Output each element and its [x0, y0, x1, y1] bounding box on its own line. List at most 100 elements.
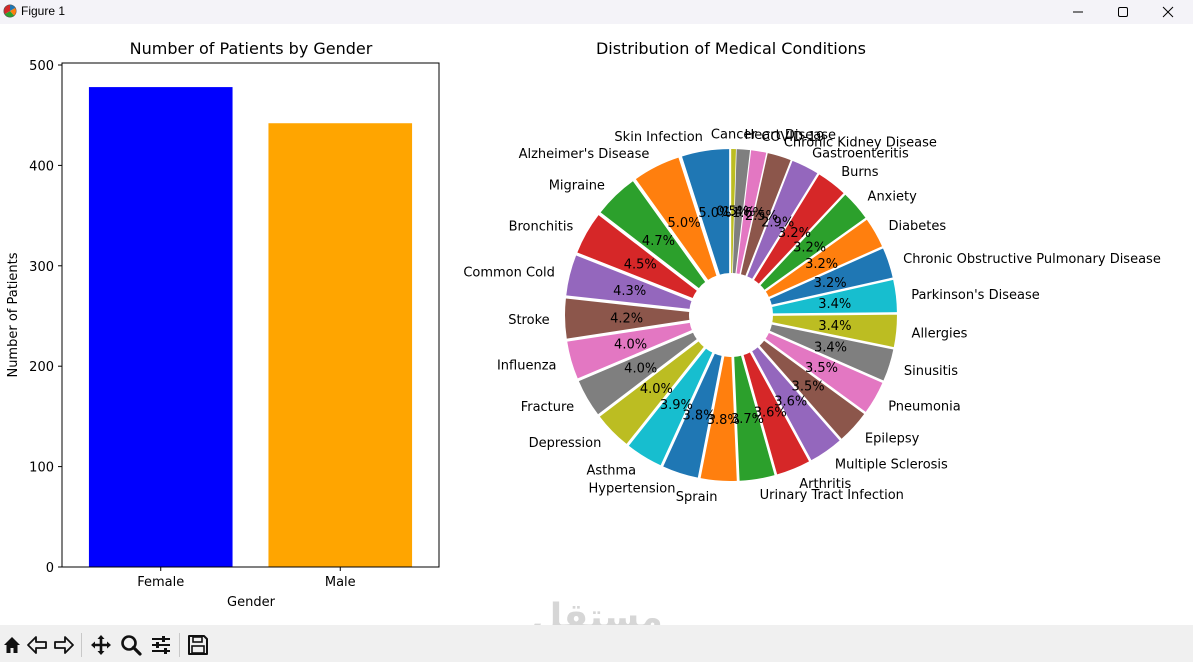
- pie-slice-label: Chronic Kidney Disease: [784, 135, 937, 150]
- pie-pct-label: 5.0%: [668, 216, 701, 231]
- pie-pct-label: 0.5%: [716, 205, 749, 220]
- pie-pct-label: 1.4%: [722, 205, 755, 220]
- pie-pct-label: 4.7%: [642, 234, 675, 249]
- pie-wedge: [740, 153, 791, 276]
- pie-slice-label: Skin Infection: [614, 130, 702, 145]
- forward-button[interactable]: [52, 633, 76, 657]
- pie-slice-label: Fracture: [521, 400, 574, 415]
- pie-pct-label: 2.5%: [745, 209, 778, 224]
- pie-pct-label: 3.8%: [683, 408, 716, 423]
- toolbar-separator: [179, 633, 180, 657]
- pie-pct-label: 3.6%: [774, 395, 807, 410]
- bar-chart-title: Number of Patients by Gender: [130, 39, 373, 58]
- y-tick-label: 400: [29, 159, 54, 174]
- pie-wedge: [752, 347, 840, 461]
- pie-wedge: [599, 341, 704, 444]
- pie-slice-label: Common Cold: [463, 265, 555, 280]
- pie-pct-label: 3.8%: [707, 413, 740, 428]
- window-title: Figure 1: [21, 4, 66, 18]
- pie-slice-label: Pneumonia: [888, 400, 961, 415]
- figure-canvas[interactable]: Number of Patients by Gender 0 100 200 300 4…: [0, 24, 1193, 658]
- pie-pct-label: 3.5%: [792, 379, 825, 394]
- pie-pct-label: 3.5%: [805, 361, 838, 376]
- pie-wedge: [635, 157, 717, 280]
- pie-slice-label: Anxiety: [868, 190, 918, 205]
- bar-chart: Number of Patients by Gender 0 100 200 300 4…: [6, 39, 440, 610]
- pie-pct-label: 3.6%: [754, 406, 787, 421]
- pie-pct-label: 4.2%: [610, 311, 643, 326]
- pie-chart: Distribution of Medical Conditions 5.0%5…: [463, 39, 1161, 505]
- y-tick-label: 0: [46, 561, 54, 576]
- pie-slice-label: Multiple Sclerosis: [835, 458, 948, 473]
- pie-slice-label: Burns: [841, 165, 879, 180]
- pie-pct-label: 4.0%: [640, 382, 673, 397]
- close-icon: [1162, 6, 1174, 18]
- pie-chart-title: Distribution of Medical Conditions: [596, 39, 866, 58]
- pie-pct-label: 5.0%: [698, 206, 731, 221]
- bar-axes-frame: [61, 62, 440, 568]
- pie-wedge: [663, 353, 722, 478]
- home-button[interactable]: [0, 633, 24, 657]
- pie-wedge: [628, 348, 713, 466]
- pie-wedge: [747, 160, 818, 279]
- pie-slice-label: Sinusitis: [904, 364, 958, 379]
- pie-pct-label: 3.2%: [793, 240, 826, 255]
- pie-wedge: [566, 255, 692, 309]
- pie-slice-label: Sprain: [676, 490, 718, 505]
- pie-pct-label: 3.2%: [814, 276, 847, 291]
- pie-slice-label: Stroke: [508, 313, 549, 328]
- y-tick-label: 100: [29, 461, 54, 476]
- pie-slice-label: Epilepsy: [865, 431, 920, 446]
- pie-pct-label: 3.7%: [731, 412, 764, 427]
- pie-slice-label: Diabetes: [888, 219, 946, 234]
- pan-button[interactable]: [89, 633, 113, 657]
- back-button[interactable]: [25, 633, 49, 657]
- pie-pct-label: 4.0%: [614, 338, 647, 353]
- maximize-icon: [1118, 7, 1128, 17]
- x-tick-label: Female: [137, 575, 184, 590]
- pie-wedge: [772, 314, 897, 348]
- minimize-button[interactable]: [1055, 0, 1101, 24]
- pie-wedge: [759, 340, 865, 439]
- pie-slice-label: Chronic Obstructive Pulmonary Disease: [903, 252, 1161, 267]
- pie-slice-label: Cancer: [711, 128, 757, 143]
- bar-chart-ylabel: Number of Patients: [6, 252, 21, 377]
- pie-wedge: [760, 194, 866, 290]
- bar-chart-xlabel: Gender: [227, 595, 276, 610]
- app-icon: [3, 4, 17, 18]
- save-button[interactable]: [186, 633, 210, 657]
- pie-wedge: [765, 219, 883, 297]
- close-button[interactable]: [1145, 0, 1191, 24]
- title-bar: Figure 1: [0, 0, 1193, 24]
- pie-pct-label: 3.4%: [818, 319, 851, 334]
- zoom-icon: [121, 635, 142, 656]
- minimize-icon: [1073, 11, 1083, 13]
- pie-slice-label: Parkinson's Disease: [911, 288, 1040, 303]
- pan-icon: [91, 635, 111, 655]
- pie-pct-label: 3.4%: [814, 341, 847, 356]
- pie-wedge: [567, 322, 692, 379]
- y-tick-label: 200: [29, 360, 54, 375]
- maximize-button[interactable]: [1100, 0, 1146, 24]
- y-tick-label: 300: [29, 260, 54, 275]
- pie-wedge: [769, 248, 893, 305]
- pie-slice-label: Bronchitis: [509, 219, 574, 234]
- pie-pct-label: 2.9%: [761, 216, 794, 231]
- pie-slice-label: Alzheimer's Disease: [519, 147, 650, 162]
- pie-wedge: [600, 181, 706, 289]
- bar-male: [268, 123, 413, 568]
- pie-slice-label: Migraine: [549, 179, 605, 194]
- pie-wedge: [743, 352, 810, 475]
- save-icon: [188, 635, 208, 655]
- pie-wedge: [700, 356, 737, 481]
- pie-slice-label: Gastroenteritis: [812, 147, 909, 162]
- zoom-button[interactable]: [119, 633, 143, 657]
- home-icon: [4, 637, 20, 653]
- pie-pct-label: 3.2%: [805, 257, 838, 272]
- pie-wedge: [754, 174, 844, 284]
- pie-pct-label: 3.9%: [660, 398, 693, 413]
- pie-slice-label: Allergies: [912, 326, 968, 341]
- configure-subplots-button[interactable]: [149, 633, 173, 657]
- y-tick-label: 500: [29, 59, 54, 74]
- pie-wedge: [772, 279, 897, 314]
